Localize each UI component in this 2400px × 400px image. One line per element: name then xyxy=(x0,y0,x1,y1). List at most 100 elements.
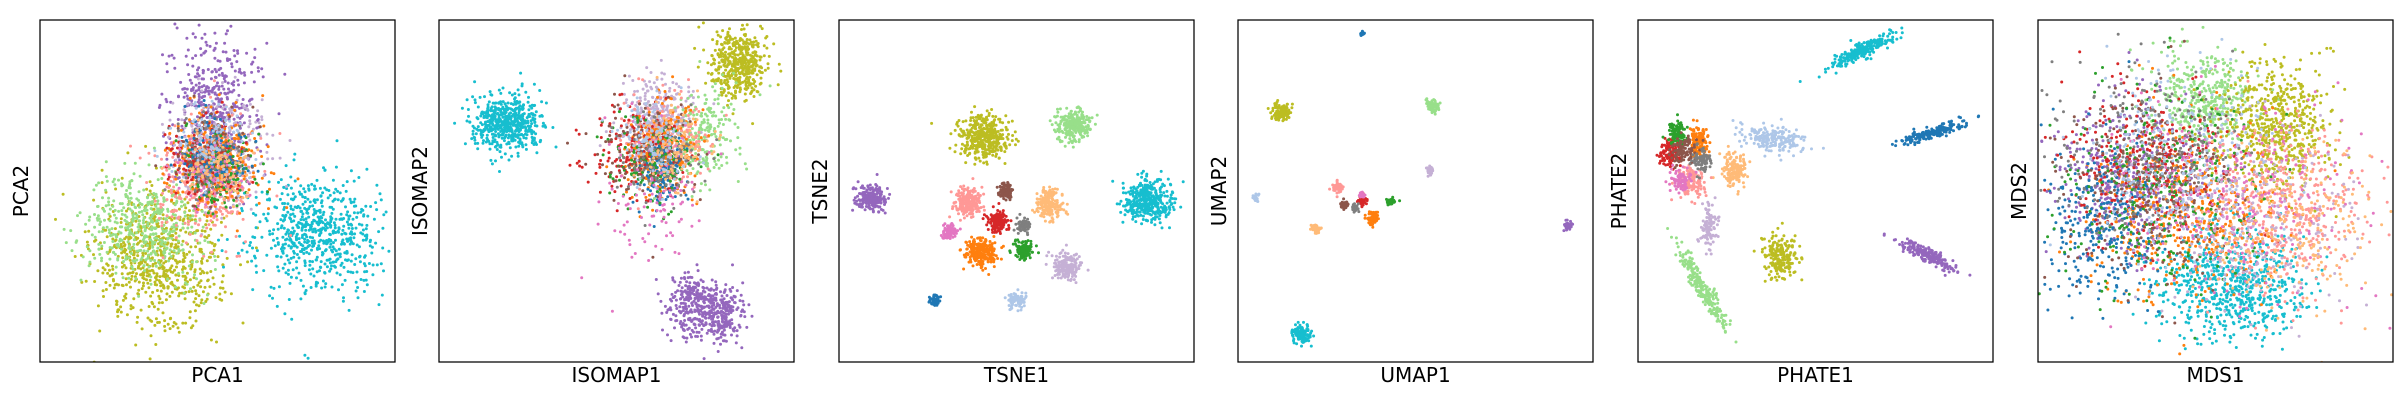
point xyxy=(220,233,224,237)
point xyxy=(453,121,457,125)
point xyxy=(342,217,346,220)
point xyxy=(261,162,265,166)
point xyxy=(332,221,336,225)
point xyxy=(527,95,530,99)
point xyxy=(246,260,250,264)
point xyxy=(159,242,163,246)
point xyxy=(190,196,194,200)
point xyxy=(241,174,245,178)
point xyxy=(506,117,510,121)
point xyxy=(220,153,224,157)
point xyxy=(233,69,237,73)
point xyxy=(188,209,191,213)
point xyxy=(201,225,205,229)
point xyxy=(334,249,338,253)
point xyxy=(131,259,135,263)
point xyxy=(191,204,195,208)
point xyxy=(165,182,169,185)
point xyxy=(114,233,118,237)
point xyxy=(727,91,731,95)
point xyxy=(372,217,376,221)
point xyxy=(202,114,205,118)
point xyxy=(335,139,339,143)
point xyxy=(170,264,174,268)
point xyxy=(363,234,367,238)
point xyxy=(185,282,189,286)
point xyxy=(162,199,166,203)
point xyxy=(169,148,173,151)
point xyxy=(195,260,198,264)
point xyxy=(211,129,215,133)
point xyxy=(213,67,217,71)
point xyxy=(149,282,153,286)
point xyxy=(736,53,740,57)
point xyxy=(208,44,212,48)
point xyxy=(88,260,92,264)
point xyxy=(177,207,181,211)
point xyxy=(247,148,251,152)
point xyxy=(160,224,164,228)
point xyxy=(234,123,238,127)
point xyxy=(165,220,169,224)
point xyxy=(220,170,224,174)
point xyxy=(517,144,521,148)
point xyxy=(140,260,143,264)
point xyxy=(183,297,187,301)
point xyxy=(494,130,498,133)
point xyxy=(183,221,187,225)
point xyxy=(216,166,220,170)
point xyxy=(191,64,195,68)
point xyxy=(747,78,751,82)
point xyxy=(306,197,310,201)
point xyxy=(102,295,105,298)
point xyxy=(292,158,296,162)
point xyxy=(186,201,190,205)
point xyxy=(262,212,266,216)
point xyxy=(253,137,257,140)
point xyxy=(221,145,225,149)
point xyxy=(165,168,169,172)
point xyxy=(238,169,242,173)
point xyxy=(285,254,289,258)
point xyxy=(204,300,208,303)
point xyxy=(170,141,173,145)
point xyxy=(261,75,265,79)
point xyxy=(174,223,178,227)
point xyxy=(184,168,188,172)
point xyxy=(124,266,128,270)
point xyxy=(286,193,290,197)
point xyxy=(198,139,202,143)
point xyxy=(490,162,494,166)
point xyxy=(237,166,241,170)
point xyxy=(196,153,200,157)
point xyxy=(481,130,485,134)
point xyxy=(175,26,179,30)
point xyxy=(184,176,188,180)
point xyxy=(133,161,137,165)
point xyxy=(172,185,176,189)
point xyxy=(750,54,754,58)
point xyxy=(145,263,149,267)
point xyxy=(150,228,154,232)
point xyxy=(313,241,317,245)
point xyxy=(230,82,234,86)
point xyxy=(382,269,385,273)
point xyxy=(112,199,116,203)
point xyxy=(165,153,169,157)
point xyxy=(180,128,183,132)
point xyxy=(508,91,512,95)
point xyxy=(149,259,153,262)
point xyxy=(174,236,178,240)
point xyxy=(128,186,132,190)
point xyxy=(93,256,97,260)
point xyxy=(321,213,325,217)
point xyxy=(289,234,293,237)
point xyxy=(208,140,211,144)
point xyxy=(158,266,161,270)
point xyxy=(527,108,531,112)
point xyxy=(107,212,111,216)
point xyxy=(179,143,183,147)
point xyxy=(262,124,266,128)
point xyxy=(230,105,234,109)
point xyxy=(380,293,384,297)
